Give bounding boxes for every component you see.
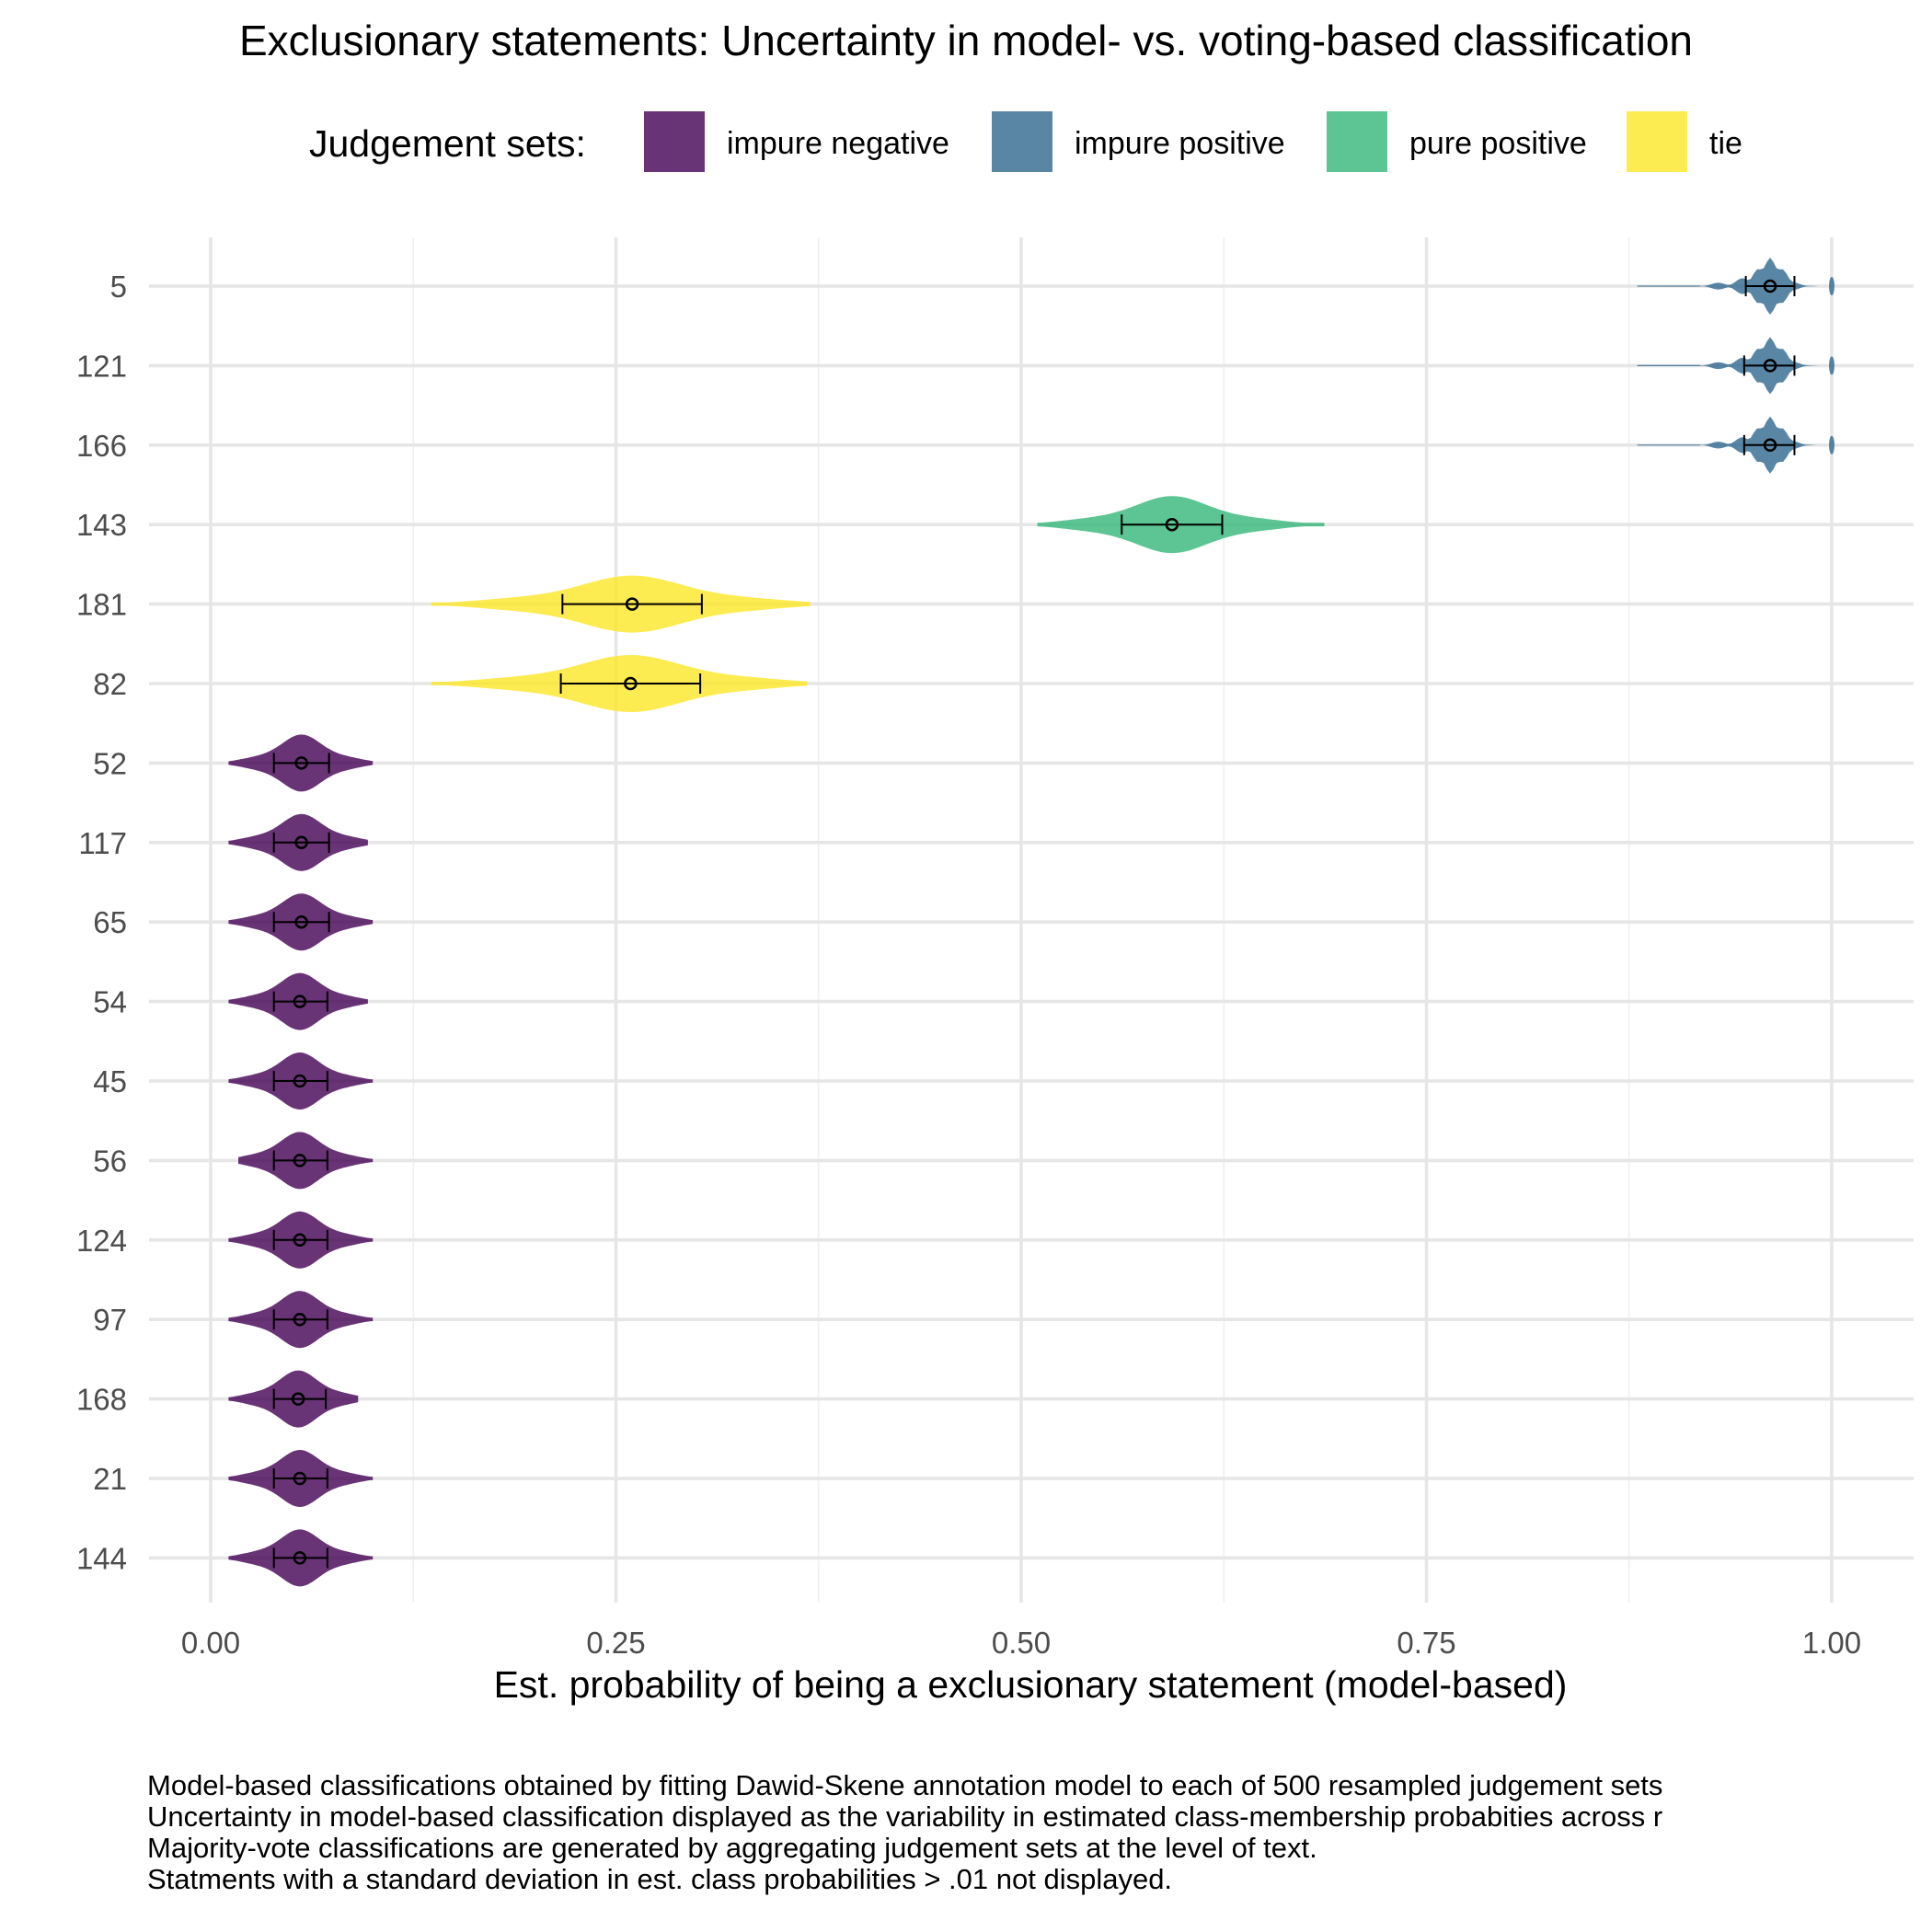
y-tick-label: 144 (76, 1541, 127, 1575)
x-axis-label: Est. probability of being a exclusionary… (494, 1663, 1568, 1706)
violin-144 (228, 1529, 374, 1587)
violin-181 (431, 575, 811, 633)
violin-65 (228, 893, 374, 951)
violin-shape (1637, 337, 1832, 395)
x-tick-label: 1.00 (1802, 1626, 1861, 1660)
violin-shape (1637, 258, 1832, 315)
violin-52 (228, 734, 374, 792)
caption: Model-based classifications obtained by … (147, 1769, 1662, 1895)
y-tick-label: 21 (93, 1462, 127, 1496)
y-tick-label: 143 (76, 508, 127, 542)
legend: Judgement sets: impure negative impure po… (309, 111, 1742, 172)
y-tick-label: 117 (78, 826, 127, 860)
mean-point (294, 756, 308, 770)
legend-label: impure positive (1075, 126, 1285, 161)
chart-title: Exclusionary statements: Uncertainty in … (239, 17, 1693, 64)
mean-point (293, 1154, 307, 1167)
y-tick-label: 166 (76, 429, 127, 463)
violin-97 (228, 1291, 374, 1349)
mean-point (624, 676, 638, 691)
mean-point (625, 597, 639, 611)
mean-point (294, 835, 308, 850)
y-tick-label: 181 (76, 588, 127, 622)
mean-point (1763, 438, 1777, 453)
mean-point (291, 1392, 305, 1406)
violin-56 (238, 1132, 374, 1190)
mean-point (293, 1074, 307, 1088)
caption-line: Statments with a standard deviation in e… (147, 1863, 1172, 1895)
y-tick-label: 45 (93, 1064, 127, 1098)
legend-swatch (644, 111, 705, 172)
violin-117 (228, 813, 368, 871)
legend-item: impure positive (992, 111, 1285, 172)
legend-swatch (1327, 111, 1387, 172)
violin-tail (1829, 356, 1834, 375)
y-tick-label: 65 (93, 905, 127, 939)
y-tick-label: 54 (93, 985, 127, 1019)
mean-point (1763, 359, 1777, 373)
x-tick-labels: 0.00 0.25 0.50 0.75 1.00 (181, 1626, 1861, 1660)
y-tick-label: 52 (93, 746, 127, 780)
violin-5 (1637, 258, 1834, 315)
mean-point (293, 1233, 307, 1248)
violin-54 (228, 972, 368, 1030)
legend-label: pure positive (1409, 126, 1587, 161)
grid (149, 237, 1914, 1603)
x-tick-label: 0.50 (992, 1626, 1051, 1660)
x-tick-label: 0.00 (181, 1626, 240, 1660)
mean-point (293, 1312, 307, 1327)
legend-label: impure negative (727, 126, 949, 161)
mean-point (294, 914, 308, 929)
violin-166 (1637, 416, 1834, 474)
y-tick-label: 168 (76, 1383, 127, 1417)
legend-item: tie (1627, 111, 1742, 172)
mean-point (1763, 279, 1777, 293)
violin-124 (228, 1211, 374, 1269)
y-tick-label: 82 (93, 667, 127, 701)
legend-swatch (992, 111, 1052, 172)
caption-line: Model-based classifications obtained by … (147, 1769, 1662, 1801)
violin-143 (1037, 496, 1325, 554)
y-tick-label: 121 (76, 349, 127, 383)
violin-121 (1637, 337, 1834, 395)
legend-title: Judgement sets: (309, 122, 586, 165)
mean-point (1165, 517, 1179, 532)
legend-swatch (1627, 111, 1687, 172)
y-tick-labels: 5 121 166 143 181 82 52 117 65 54 45 56 124 97 168 21 14… (76, 270, 127, 1575)
caption-line: Majority-vote classifications are genera… (147, 1832, 1317, 1864)
caption-line: Uncertainty in model-based classificatio… (147, 1800, 1662, 1833)
y-tick-label: 124 (76, 1224, 127, 1258)
y-tick-label: 97 (93, 1303, 127, 1337)
violin-82 (431, 655, 808, 712)
mean-point (293, 995, 307, 1008)
x-tick-label: 0.25 (586, 1626, 645, 1660)
violin-tail (1829, 277, 1834, 295)
legend-item: pure positive (1327, 111, 1587, 172)
violins (228, 258, 1834, 1587)
legend-item: impure negative (644, 111, 949, 172)
violin-45 (228, 1052, 374, 1110)
violin-shape (1637, 416, 1832, 474)
x-tick-label: 0.75 (1397, 1626, 1455, 1660)
mean-point (293, 1471, 307, 1486)
legend-label: tie (1709, 126, 1742, 161)
violin-168 (228, 1370, 359, 1428)
mean-point (293, 1551, 307, 1565)
violin-21 (228, 1450, 374, 1507)
y-tick-label: 56 (93, 1144, 127, 1178)
violin-tail (1829, 435, 1834, 454)
y-tick-label: 5 (110, 270, 127, 304)
